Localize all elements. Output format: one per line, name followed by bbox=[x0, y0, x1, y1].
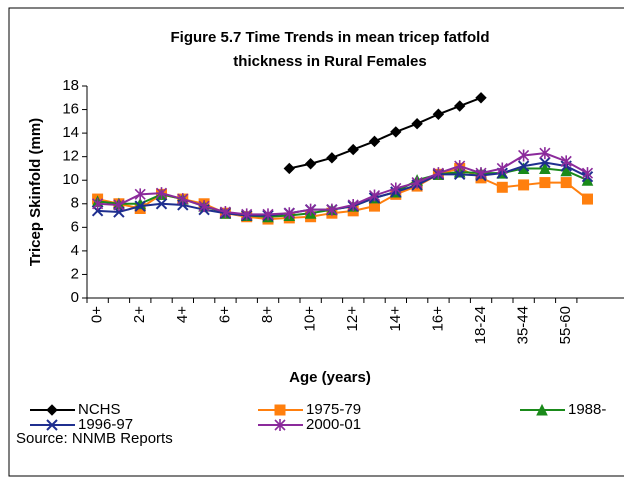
data-point bbox=[539, 177, 551, 189]
data-point bbox=[453, 100, 466, 112]
data-point bbox=[453, 168, 466, 181]
series-line bbox=[289, 96, 482, 170]
data-point bbox=[411, 117, 423, 130]
y-tick-label: 10 bbox=[62, 171, 79, 188]
data-point bbox=[475, 167, 487, 180]
data-point bbox=[454, 160, 466, 173]
data-point bbox=[134, 200, 146, 212]
data-point bbox=[283, 207, 295, 220]
y-tick-label: 6 bbox=[71, 218, 79, 235]
legend-marker bbox=[274, 404, 286, 416]
data-point bbox=[432, 167, 444, 180]
x-tick-label: 12+ bbox=[344, 306, 361, 332]
data-point bbox=[326, 203, 338, 216]
data-point bbox=[262, 208, 274, 221]
data-point bbox=[219, 206, 231, 219]
data-point bbox=[134, 188, 146, 201]
data-point bbox=[283, 162, 296, 175]
y-tick-label: 0 bbox=[71, 289, 79, 306]
chart-frame bbox=[8, 7, 624, 477]
y-tick-label: 4 bbox=[71, 242, 79, 259]
data-point bbox=[496, 162, 508, 175]
chart-title: Figure 5.7 Time Trends in mean tricep fa… bbox=[171, 29, 490, 46]
data-point bbox=[198, 200, 210, 213]
y-tick-label: 18 bbox=[62, 77, 79, 94]
data-point bbox=[390, 126, 402, 138]
data-point bbox=[92, 197, 104, 210]
x-tick-label: 18-24 bbox=[472, 306, 489, 344]
legend-marker bbox=[46, 404, 58, 416]
data-point bbox=[155, 198, 168, 210]
series-line bbox=[97, 152, 588, 216]
data-point bbox=[368, 189, 381, 202]
x-tick-label: 2+ bbox=[131, 306, 148, 323]
data-point bbox=[432, 108, 445, 120]
legend-label: 1996-97 bbox=[78, 416, 133, 433]
data-point bbox=[241, 208, 253, 221]
data-point bbox=[177, 193, 189, 206]
data-point bbox=[539, 156, 551, 169]
y-tick-label: 8 bbox=[71, 195, 79, 212]
data-point bbox=[539, 162, 551, 174]
data-point bbox=[518, 179, 530, 191]
data-point bbox=[496, 181, 508, 193]
legend-label: NCHS bbox=[78, 401, 121, 418]
y-tick-label: 2 bbox=[71, 265, 79, 282]
x-tick-label: 6+ bbox=[216, 306, 233, 323]
data-point bbox=[347, 198, 359, 211]
data-point bbox=[347, 143, 359, 156]
data-point bbox=[155, 187, 168, 200]
x-tick-label: 55-60 bbox=[557, 306, 574, 344]
data-point bbox=[390, 182, 402, 195]
data-point bbox=[560, 155, 572, 168]
legend-marker bbox=[536, 403, 548, 416]
x-tick-label: 14+ bbox=[387, 306, 404, 332]
x-tick-label: 4+ bbox=[174, 306, 191, 323]
data-point bbox=[518, 149, 530, 162]
x-axis-label: Age (years) bbox=[289, 369, 371, 386]
data-point bbox=[326, 152, 338, 164]
data-point bbox=[581, 167, 594, 180]
legend-marker bbox=[274, 419, 286, 431]
data-point bbox=[305, 203, 317, 216]
x-tick-label: 35-44 bbox=[515, 306, 532, 344]
data-point bbox=[539, 147, 551, 160]
data-point bbox=[517, 160, 530, 172]
legend-label: 1988- bbox=[568, 401, 606, 418]
data-point bbox=[411, 176, 423, 189]
y-tick-label: 12 bbox=[62, 148, 79, 165]
data-point bbox=[475, 92, 487, 104]
y-tick-label: 14 bbox=[62, 124, 79, 141]
data-point bbox=[113, 198, 125, 211]
source-note: Source: NNMB Reports bbox=[16, 430, 173, 447]
x-tick-label: 10+ bbox=[302, 306, 319, 332]
legend-marker bbox=[46, 419, 58, 431]
chart-title: thickness in Rural Females bbox=[233, 53, 426, 70]
x-tick-label: 8+ bbox=[259, 306, 276, 323]
legend-label: 1975-79 bbox=[306, 401, 361, 418]
x-tick-label: 16+ bbox=[429, 306, 446, 332]
y-tick-label: 16 bbox=[62, 101, 79, 118]
data-point bbox=[582, 193, 593, 205]
legend-label: 2000-01 bbox=[306, 416, 361, 433]
data-point bbox=[560, 177, 572, 189]
data-point bbox=[304, 158, 317, 170]
x-tick-label: 0+ bbox=[89, 306, 106, 323]
data-point bbox=[560, 164, 573, 177]
y-axis-label: Tricep Skinfold (mm) bbox=[27, 118, 44, 266]
data-point bbox=[368, 135, 381, 148]
